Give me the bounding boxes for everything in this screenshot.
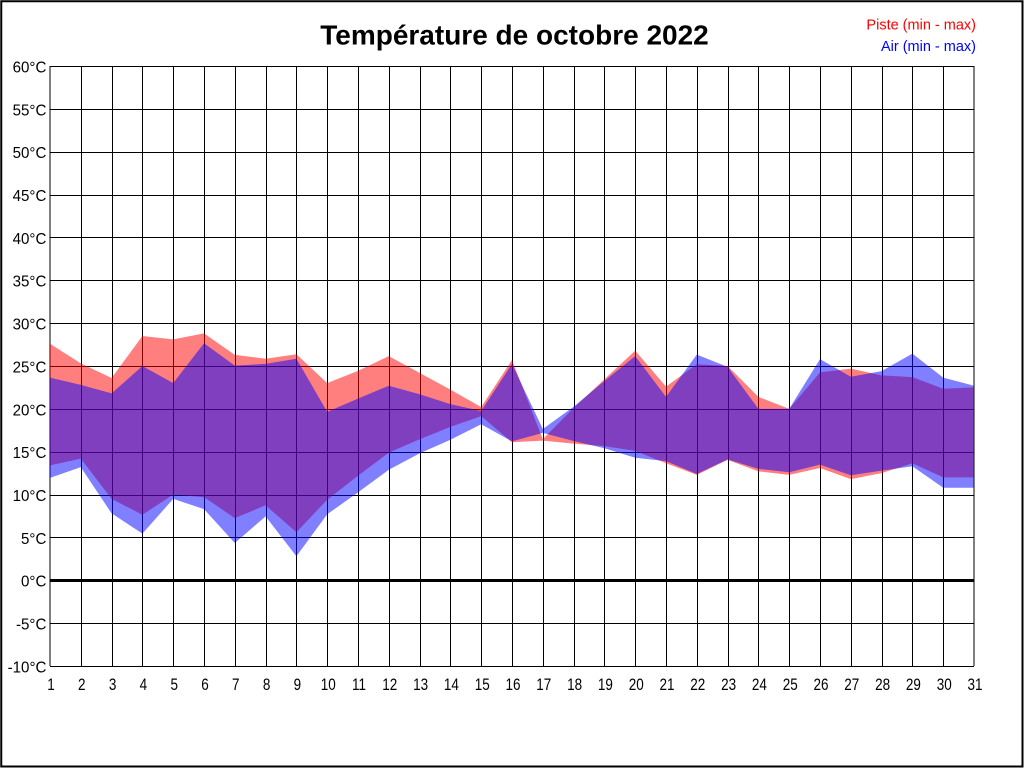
svg-text:60°C: 60°C: [13, 59, 47, 77]
svg-text:1: 1: [47, 677, 55, 694]
svg-text:8: 8: [263, 677, 271, 694]
svg-text:30: 30: [937, 677, 952, 694]
svg-text:20: 20: [629, 677, 644, 694]
svg-text:15°C: 15°C: [13, 445, 47, 463]
svg-text:45°C: 45°C: [13, 188, 47, 206]
svg-text:40°C: 40°C: [13, 230, 47, 248]
svg-text:24: 24: [752, 677, 767, 694]
svg-text:23: 23: [721, 677, 736, 694]
svg-text:7: 7: [232, 677, 240, 694]
svg-text:20°C: 20°C: [13, 402, 47, 420]
svg-text:25: 25: [783, 677, 798, 694]
svg-text:Piste (min - max): Piste (min - max): [866, 17, 976, 33]
svg-text:15: 15: [475, 677, 490, 694]
svg-text:29: 29: [906, 677, 921, 694]
svg-text:4: 4: [140, 677, 148, 694]
svg-text:2: 2: [78, 677, 86, 694]
svg-text:27: 27: [844, 677, 859, 694]
svg-text:17: 17: [536, 677, 551, 694]
svg-text:25°C: 25°C: [13, 359, 47, 377]
svg-text:6: 6: [201, 677, 209, 694]
svg-text:0°C: 0°C: [21, 573, 46, 591]
svg-text:Température de octobre 2022: Température de octobre 2022: [320, 20, 709, 51]
svg-text:35°C: 35°C: [13, 273, 47, 291]
svg-text:-5°C: -5°C: [16, 616, 46, 634]
svg-text:55°C: 55°C: [13, 102, 47, 120]
svg-text:Air (min - max): Air (min - max): [881, 39, 976, 55]
svg-text:22: 22: [690, 677, 705, 694]
svg-text:3: 3: [109, 677, 117, 694]
svg-text:5°C: 5°C: [21, 530, 46, 548]
svg-text:30°C: 30°C: [13, 316, 47, 334]
svg-text:16: 16: [505, 677, 520, 694]
svg-text:10: 10: [321, 677, 336, 694]
svg-text:31: 31: [967, 677, 982, 694]
svg-text:11: 11: [352, 677, 366, 694]
svg-text:14: 14: [444, 677, 459, 694]
svg-text:5: 5: [170, 677, 178, 694]
svg-text:13: 13: [413, 677, 428, 694]
svg-text:19: 19: [598, 677, 613, 694]
svg-text:-10°C: -10°C: [8, 659, 47, 677]
svg-text:18: 18: [567, 677, 582, 694]
svg-text:10°C: 10°C: [13, 488, 47, 506]
svg-text:9: 9: [294, 677, 302, 694]
svg-text:26: 26: [813, 677, 828, 694]
svg-text:28: 28: [875, 677, 890, 694]
svg-text:21: 21: [659, 677, 674, 694]
svg-text:50°C: 50°C: [13, 145, 47, 163]
svg-text:12: 12: [382, 677, 397, 694]
